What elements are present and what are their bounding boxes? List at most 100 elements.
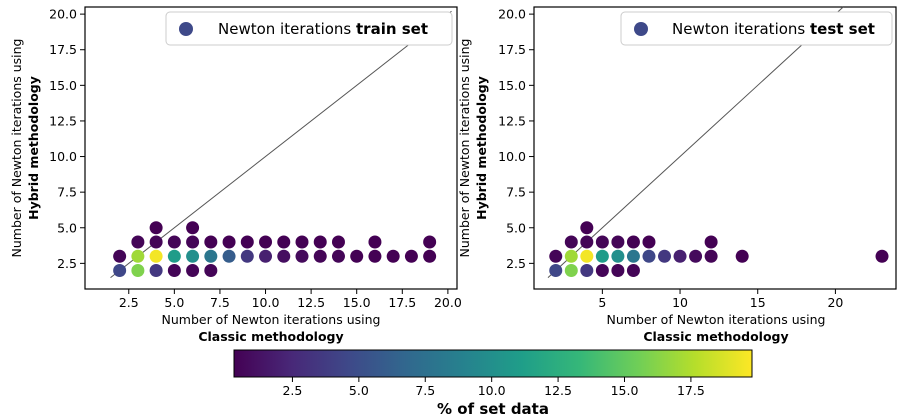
train-point: [167, 249, 181, 263]
test-y-tick-label: 2.5: [506, 256, 526, 271]
train-x-tick-label: 10.0: [252, 295, 280, 310]
colorbar-tick-label: 7.5: [415, 383, 435, 398]
train-point: [240, 249, 254, 263]
train-plot-frame: [84, 6, 458, 290]
train-x-axis-label-bold: Classic methodology: [198, 329, 343, 344]
test-point: [704, 249, 718, 263]
train-point: [113, 249, 127, 263]
test-y-tick-label: 5.0: [506, 220, 526, 235]
train-point: [204, 249, 218, 263]
test-y-tick-label: 7.5: [506, 185, 526, 200]
test-point: [658, 249, 672, 263]
train-point: [222, 235, 236, 249]
test-x-ticks: 5 10 15 20: [598, 289, 843, 310]
test-point: [642, 235, 656, 249]
test-y-axis-label-bold: Hybrid methodology: [474, 76, 489, 220]
train-point: [313, 249, 327, 263]
train-y-tick-label: 20.0: [49, 7, 77, 22]
train-y-axis-label: Number of Newton iterations using: [9, 39, 24, 258]
test-point: [611, 235, 625, 249]
train-y-tick-label: 7.5: [57, 185, 77, 200]
test-point: [595, 235, 609, 249]
train-point: [186, 235, 200, 249]
colorbar-tick-label: 2.5: [282, 383, 302, 398]
train-point: [167, 235, 181, 249]
train-point: [167, 263, 181, 277]
train-point: [277, 249, 291, 263]
colorbar: 2.5 5.0 7.5 10.0 12.5 15.0 17.5 % of set data: [233, 349, 753, 418]
train-x-ticks: 2.5 5.0 7.5 10.0 12.5 15.0 17.5 20.0: [119, 289, 462, 310]
test-point: [735, 249, 749, 263]
train-y-ticks: 2.5 5.0 7.5 10.0 12.5 15.0 17.5 20.0: [49, 7, 85, 271]
train-x-axis-label: Number of Newton iterations using: [162, 312, 381, 327]
colorbar-tick-label: 5.0: [349, 383, 369, 398]
train-point: [186, 263, 200, 277]
train-point: [295, 249, 309, 263]
train-point: [368, 235, 382, 249]
test-point: [564, 235, 578, 249]
train-point: [350, 249, 364, 263]
train-identity-line: [110, 10, 452, 279]
test-point: [580, 249, 594, 263]
test-point: [689, 249, 703, 263]
train-legend-marker: [179, 22, 193, 36]
train-x-tick-label: 12.5: [297, 295, 325, 310]
test-point: [580, 221, 594, 235]
train-point: [186, 249, 200, 263]
test-y-tick-label: 20.0: [498, 7, 526, 22]
train-y-tick-label: 17.5: [49, 42, 77, 57]
test-legend-marker: [634, 22, 648, 36]
test-x-tick-label: 15: [750, 295, 766, 310]
colorbar-tick-label: 12.5: [544, 383, 572, 398]
colorbar-gradient: [234, 350, 752, 377]
train-x-tick-label: 17.5: [388, 295, 416, 310]
test-identity-line: [547, 6, 844, 278]
train-legend-box: [165, 11, 453, 46]
test-scatter-panel: 5 10 15 20 2.5 5.0 7.5 10.0 12.5 15.0 17.5 20.0 Ne…: [457, 6, 897, 344]
train-point: [204, 235, 218, 249]
train-legend-text: Newton iterations train set: [218, 20, 428, 38]
test-point: [580, 235, 594, 249]
test-y-tick-label: 17.5: [498, 42, 526, 57]
test-y-tick-label: 15.0: [498, 78, 526, 93]
train-point: [259, 249, 273, 263]
colorbar-frame: [233, 349, 753, 378]
train-point: [113, 263, 127, 277]
test-plot-frame: [533, 6, 897, 290]
train-point: [259, 235, 273, 249]
test-legend-text: Newton iterations test set: [672, 20, 875, 38]
test-point: [611, 249, 625, 263]
colorbar-label: % of set data: [437, 400, 549, 418]
test-y-tick-label: 12.5: [498, 113, 526, 128]
train-point: [295, 235, 309, 249]
train-point: [313, 235, 327, 249]
test-point: [626, 249, 640, 263]
train-x-tick-label: 7.5: [210, 295, 230, 310]
test-points: [549, 221, 889, 277]
test-point: [564, 263, 578, 277]
train-point: [222, 249, 236, 263]
train-y-tick-label: 10.0: [49, 149, 77, 164]
test-point: [611, 263, 625, 277]
test-y-tick-label: 10.0: [498, 149, 526, 164]
test-x-tick-label: 5: [598, 295, 606, 310]
test-point: [642, 249, 656, 263]
train-point: [149, 263, 163, 277]
test-x-tick-label: 20: [827, 295, 843, 310]
test-point: [595, 249, 609, 263]
test-point: [875, 249, 889, 263]
train-y-tick-label: 12.5: [49, 113, 77, 128]
train-points: [113, 221, 437, 277]
test-point: [549, 263, 563, 277]
train-scatter-panel: 2.5 5.0 7.5 10.0 12.5 15.0 17.5 20.0 2.5 5.0 7.5 1…: [9, 6, 462, 344]
train-point: [331, 235, 345, 249]
train-point: [331, 249, 345, 263]
test-point: [549, 249, 563, 263]
train-point: [404, 249, 418, 263]
train-point: [149, 221, 163, 235]
test-legend: Newton iterations test set: [620, 11, 893, 46]
train-x-tick-label: 15.0: [343, 295, 371, 310]
train-point: [386, 249, 400, 263]
test-point: [580, 263, 594, 277]
